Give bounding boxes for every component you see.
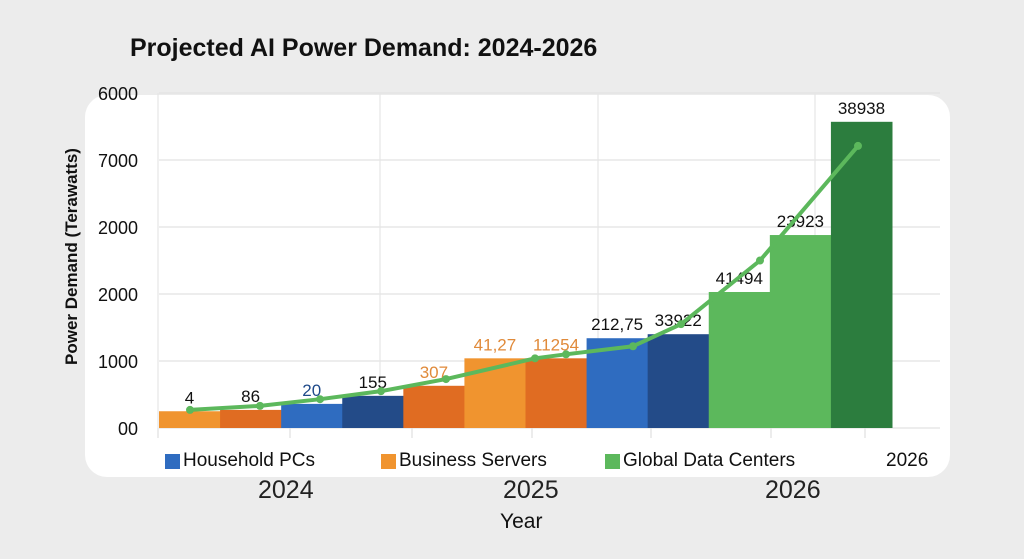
bar-data-label: 86 — [241, 387, 260, 406]
trend-point — [256, 401, 264, 410]
y-tick-label: 7000 — [98, 151, 138, 171]
bar-data-label: 155 — [359, 373, 387, 392]
chart-title: Projected AI Power Demand: 2024-2026 — [130, 34, 598, 62]
bar-data-label: 4 — [185, 388, 194, 407]
bar — [830, 121, 893, 428]
y-tick-label: 1000 — [98, 352, 138, 372]
legend-item-global-data-centers: Global Data Centers — [605, 450, 795, 472]
bar — [403, 385, 465, 428]
bar — [525, 358, 588, 428]
legend-item-business-servers: Business Servers — [381, 450, 547, 472]
bar-data-label: 11254 — [533, 335, 579, 354]
bar — [281, 403, 343, 428]
trend-point — [629, 342, 637, 351]
bar-data-label: 212,75 — [591, 315, 643, 334]
trend-point — [186, 405, 194, 414]
legend-swatch-business-servers — [381, 453, 396, 469]
trend-point — [442, 375, 450, 384]
legend-label: Business Servers — [399, 450, 547, 471]
bar — [464, 358, 526, 428]
x-tick-label: 2025 — [503, 476, 559, 504]
bar — [708, 291, 771, 428]
x-tick-label: 2024 — [258, 476, 314, 504]
bar-data-label: 41,27 — [474, 335, 517, 354]
legend-label: Household PCs — [183, 450, 316, 471]
x-axis-label: Year — [500, 510, 543, 533]
legend-label: Global Data Centers — [623, 450, 796, 471]
y-tick-label: 2000 — [98, 218, 138, 238]
bar — [342, 395, 404, 428]
trend-point — [677, 320, 685, 329]
legend-item-household-pcs: Household PCs — [165, 450, 315, 472]
trend-point — [854, 141, 862, 150]
y-tick-label: 2000 — [98, 285, 138, 305]
trend-point — [316, 395, 324, 404]
bar-data-label: 307 — [420, 363, 448, 382]
y-tick-label: 00 — [118, 419, 138, 439]
x-tick-label: 2026 — [765, 476, 821, 504]
legend-extra-label: 2026 — [886, 450, 929, 471]
legend-swatch-global-data-centers — [605, 453, 620, 469]
trend-point — [377, 387, 385, 396]
legend-swatch-household-pcs — [165, 453, 180, 469]
y-tick-label: 6000 — [98, 84, 138, 104]
trend-point — [756, 256, 764, 265]
bar — [159, 411, 221, 428]
bar — [647, 334, 710, 428]
bar-data-label: 20 — [302, 381, 321, 400]
trend-point — [562, 350, 570, 359]
trend-point — [531, 354, 539, 363]
bar — [586, 338, 649, 428]
bar — [769, 235, 832, 428]
bar — [220, 409, 282, 428]
bar-data-label: 38938 — [838, 99, 885, 118]
